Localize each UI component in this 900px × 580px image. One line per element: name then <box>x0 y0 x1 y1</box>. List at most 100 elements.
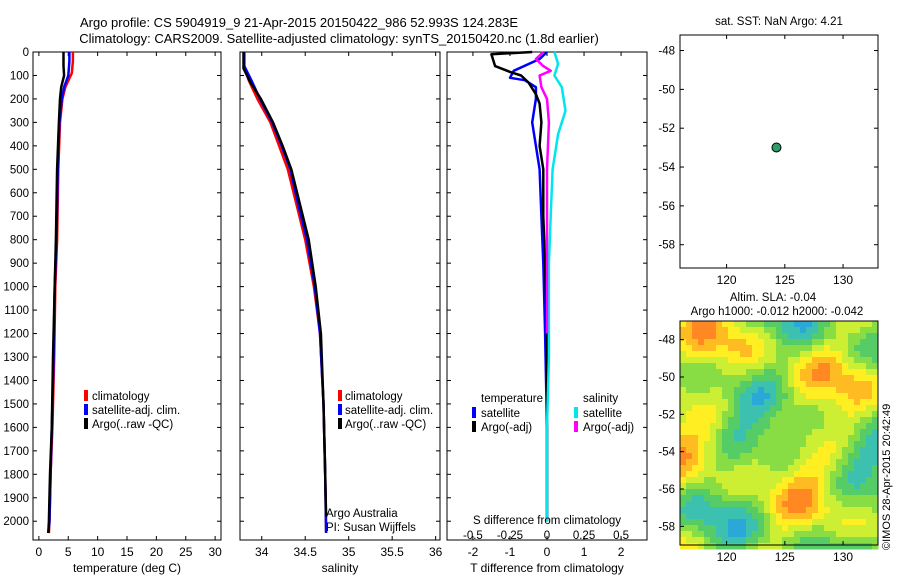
sla-cell <box>680 477 687 484</box>
sla-cell <box>758 441 765 448</box>
sla-cell <box>728 327 735 334</box>
sla-cell <box>680 483 687 490</box>
sla-cell <box>860 495 867 502</box>
sla-cell <box>722 441 729 448</box>
sla-cell <box>824 399 831 406</box>
sla-cell <box>782 525 789 532</box>
sla-cell <box>800 477 807 484</box>
sla-cell <box>728 495 735 502</box>
sla-cell <box>818 327 825 334</box>
y-tick-label: -50 <box>658 84 675 96</box>
sla-cell <box>848 429 855 436</box>
sla-cell <box>842 537 849 544</box>
sla-cell <box>860 489 867 496</box>
sla-cell <box>764 489 771 496</box>
sla-cell <box>800 465 807 472</box>
y-tick-label: -54 <box>658 447 675 459</box>
sla-cell <box>854 429 861 436</box>
sla-cell <box>818 381 825 388</box>
sla-cell <box>746 519 753 526</box>
sla-cell <box>704 471 711 478</box>
sla-cell <box>872 507 879 514</box>
sla-cell <box>728 525 735 532</box>
sla-cell <box>806 459 813 466</box>
sla-cell <box>680 423 687 430</box>
sla-cell <box>806 333 813 340</box>
sla-cell <box>704 447 711 454</box>
sla-cell <box>782 339 789 346</box>
sla-cell <box>734 369 741 376</box>
y-tick-label: 1200 <box>3 329 29 341</box>
sla-cell <box>782 447 789 454</box>
sla-cell <box>848 531 855 538</box>
sla-cell <box>866 519 873 526</box>
sla-cell <box>866 429 873 436</box>
sla-cell <box>740 417 747 424</box>
sla-cell <box>824 417 831 424</box>
y-tick-label: 900 <box>10 258 29 270</box>
y-tick-label: 1000 <box>3 282 29 294</box>
sla-cell <box>818 507 825 514</box>
sla-cell <box>776 495 783 502</box>
sla-cell <box>752 483 759 490</box>
sla-cell <box>704 543 711 550</box>
y-tick-label: 1400 <box>3 375 29 387</box>
sla-cell <box>806 399 813 406</box>
sla-cell <box>854 387 861 394</box>
sla-cell <box>836 345 843 352</box>
sla-cell <box>734 363 741 370</box>
sla-cell <box>764 423 771 430</box>
sla-cell <box>692 471 699 478</box>
sla-cell <box>848 417 855 424</box>
sla-cell <box>686 525 693 532</box>
sla-cell <box>716 351 723 358</box>
sla-cell <box>836 471 843 478</box>
sla-cell <box>680 489 687 496</box>
sla-cell <box>824 525 831 532</box>
sla-cell <box>692 453 699 460</box>
sla-cell <box>722 447 729 454</box>
sla-cell <box>794 465 801 472</box>
sla-cell <box>782 501 789 508</box>
sla-cell <box>848 477 855 484</box>
sla-cell <box>710 435 717 442</box>
sla-cell <box>782 537 789 544</box>
sla-cell <box>812 507 819 514</box>
sla-cell <box>812 501 819 508</box>
sla-cell <box>764 495 771 502</box>
sla-cell <box>794 507 801 514</box>
sla-cell <box>794 489 801 496</box>
sla-cell <box>764 477 771 484</box>
sla-cell <box>770 513 777 520</box>
sla-cell <box>872 357 879 364</box>
sla-cell <box>794 423 801 430</box>
sla-cell <box>806 375 813 382</box>
sla-cell <box>764 501 771 508</box>
sla-cell <box>860 459 867 466</box>
sla-cell <box>698 477 705 484</box>
sla-cell <box>812 459 819 466</box>
sla-cell <box>752 429 759 436</box>
sla-cell <box>830 417 837 424</box>
sla-cell <box>830 429 837 436</box>
sla-cell <box>866 507 873 514</box>
sla-cell <box>752 339 759 346</box>
sla-cell <box>788 405 795 412</box>
sla-cell <box>728 507 735 514</box>
sla-cell <box>734 489 741 496</box>
sla-cell <box>746 351 753 358</box>
sla-cell <box>848 519 855 526</box>
sla-cell <box>848 357 855 364</box>
sla-cell <box>746 327 753 334</box>
sla-cell <box>848 333 855 340</box>
sla-cell <box>782 417 789 424</box>
sla-cell <box>854 351 861 358</box>
sla-cell <box>872 531 879 538</box>
sla-cell <box>680 501 687 508</box>
sla-cell <box>704 327 711 334</box>
sla-cell <box>782 465 789 472</box>
sla-cell <box>770 387 777 394</box>
annotation-text: PI: Susan Wijffels <box>326 522 416 534</box>
sla-cell <box>872 435 879 442</box>
sla-cell <box>830 513 837 520</box>
